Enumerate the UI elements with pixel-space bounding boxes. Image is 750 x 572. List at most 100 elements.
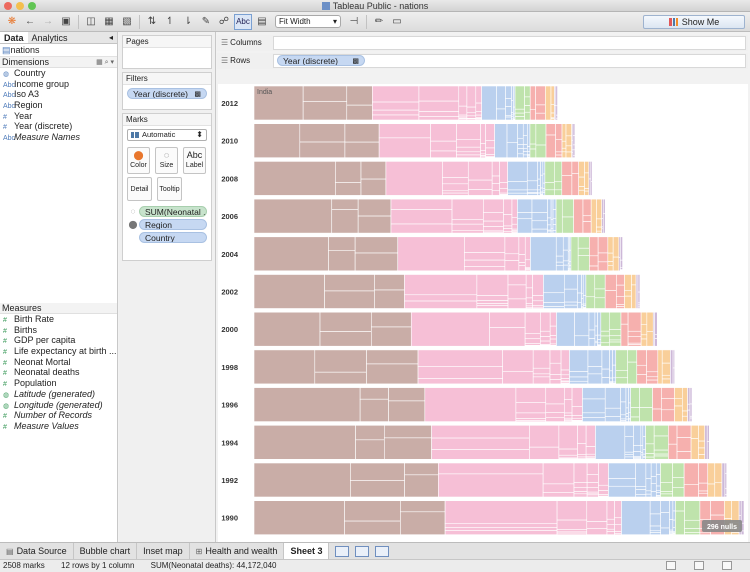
treemap-cell-pink[interactable]: [467, 189, 493, 196]
treemap-cell-blue[interactable]: [660, 512, 670, 529]
treemap-cell-brown[interactable]: [328, 236, 356, 251]
treemap-cell-red[interactable]: [573, 198, 584, 234]
treemap-cell-blue[interactable]: [505, 85, 512, 99]
treemap-cell-blue[interactable]: [609, 377, 613, 382]
treemap-cell-blue[interactable]: [601, 349, 610, 370]
treemap-cell-pink[interactable]: [475, 102, 482, 113]
treemap-cell-pink[interactable]: [573, 493, 588, 498]
treemap-cell-purple[interactable]: [620, 259, 623, 268]
treemap-cell-orange[interactable]: [596, 198, 603, 220]
treemap-cell-red[interactable]: [676, 451, 692, 460]
treemap-cell-blue[interactable]: [588, 311, 596, 331]
field-item[interactable]: # Measure Values: [0, 421, 117, 432]
treemap-cell-blue[interactable]: [552, 209, 557, 219]
treemap-cell-blue[interactable]: [547, 198, 552, 219]
treemap-cell-blue[interactable]: [552, 224, 557, 231]
treemap-cell-red[interactable]: [683, 462, 699, 485]
treemap-cell-blue[interactable]: [645, 462, 652, 479]
treemap-cell-green[interactable]: [514, 112, 525, 117]
treemap-cell-blue[interactable]: [625, 413, 629, 417]
treemap-cell-blue[interactable]: [655, 485, 661, 491]
treemap-cell-purple[interactable]: [654, 311, 658, 336]
datasource-item[interactable]: ▤nations: [0, 44, 117, 57]
treemap-cell-green[interactable]: [577, 247, 590, 256]
treemap-cell-brown[interactable]: [360, 161, 387, 180]
sort-ascending-icon[interactable]: ↿: [165, 16, 175, 27]
treemap-cell-blue[interactable]: [594, 325, 598, 336]
treemap-cell-purple[interactable]: [637, 274, 641, 293]
treemap-cell-brown[interactable]: [384, 437, 432, 460]
treemap-cell-pink[interactable]: [586, 487, 599, 493]
treemap-cell-blue[interactable]: [624, 454, 634, 458]
treemap-cell-pink[interactable]: [372, 109, 420, 116]
treemap-cell-red[interactable]: [571, 173, 580, 196]
treemap-cell-pink[interactable]: [524, 338, 541, 344]
treemap-cell-blue[interactable]: [588, 329, 596, 339]
treemap-cell-pink[interactable]: [442, 161, 469, 178]
treemap-cell-pink[interactable]: [418, 85, 460, 102]
treemap-cell-blue[interactable]: [660, 527, 670, 536]
treemap-cell-blue[interactable]: [577, 274, 582, 294]
treemap-cell-pink[interactable]: [475, 85, 482, 104]
treemap-cell-blue[interactable]: [594, 334, 598, 342]
treemap-cell-pink[interactable]: [545, 412, 565, 418]
treemap-cell-pink[interactable]: [545, 387, 565, 405]
rows-drop-zone[interactable]: [273, 54, 746, 68]
treemap-cell-green[interactable]: [600, 311, 610, 332]
treemap-cell-pink[interactable]: [499, 161, 508, 183]
treemap-cell-blue[interactable]: [608, 462, 636, 479]
treemap-cell-pink[interactable]: [598, 484, 609, 491]
treemap-cell-blue[interactable]: [612, 377, 617, 383]
close-button[interactable]: [4, 2, 12, 10]
treemap-cell-green[interactable]: [514, 85, 525, 110]
treemap-cell-orange[interactable]: [661, 374, 671, 380]
treemap-cell-green[interactable]: [660, 491, 673, 495]
treemap-cell-red[interactable]: [652, 387, 662, 410]
treemap-cell-orange[interactable]: [724, 500, 732, 519]
treemap-cell-pink[interactable]: [606, 528, 615, 532]
treemap-cell-green[interactable]: [577, 236, 590, 249]
treemap-cell-brown[interactable]: [253, 349, 316, 385]
treemap-cell-blue[interactable]: [625, 418, 629, 422]
treemap-cell-pink[interactable]: [525, 274, 533, 289]
treemap-cell-green[interactable]: [660, 462, 673, 483]
label-button[interactable]: Abc Label: [183, 147, 206, 174]
treemap-cell-orange[interactable]: [565, 123, 572, 137]
sheet-tab[interactable]: ▤ Data Source: [0, 542, 74, 560]
treemap-cell-blue[interactable]: [537, 193, 541, 196]
treemap-cell-pink[interactable]: [504, 260, 520, 272]
treemap-cell-purple[interactable]: [637, 304, 641, 308]
treemap-cell-brown[interactable]: [331, 209, 359, 234]
treemap-cell-blue[interactable]: [672, 510, 676, 521]
treemap-cell-blue[interactable]: [527, 151, 531, 155]
forward-icon[interactable]: →: [43, 16, 53, 27]
treemap-cell-blue[interactable]: [620, 414, 627, 420]
treemap-cell-purple[interactable]: [687, 387, 691, 405]
treemap-cell-red[interactable]: [555, 151, 563, 156]
treemap-cell-pink[interactable]: [515, 418, 547, 421]
treemap-cell-brown[interactable]: [374, 274, 405, 291]
treemap-cell-purple[interactable]: [620, 266, 623, 270]
new-datasource-icon[interactable]: ◫: [86, 16, 96, 27]
treemap-cell-blue[interactable]: [594, 342, 598, 347]
treemap-cell-red[interactable]: [535, 104, 546, 114]
treemap-cell-orange[interactable]: [698, 424, 706, 442]
treemap-cell-blue[interactable]: [649, 500, 661, 515]
treemap-cell-blue[interactable]: [494, 123, 508, 159]
treemap-cell-brown[interactable]: [404, 462, 439, 476]
treemap-cell-green[interactable]: [684, 500, 701, 521]
treemap-cell-red[interactable]: [661, 398, 675, 411]
columns-drop-zone[interactable]: [273, 36, 746, 50]
treemap-cell-pink[interactable]: [606, 500, 615, 520]
treemap-cell-green[interactable]: [639, 407, 653, 422]
treemap-cell-pink[interactable]: [372, 85, 420, 103]
treemap-cell-brown[interactable]: [360, 178, 387, 196]
mark-pill[interactable]: SUM(Neonatal ..: [139, 206, 207, 217]
treemap-cell-blue[interactable]: [649, 532, 661, 536]
treemap-cell-orange[interactable]: [631, 284, 637, 309]
treemap-cell-green[interactable]: [672, 462, 685, 478]
treemap-cell-blue[interactable]: [547, 224, 552, 231]
treemap-cell-green[interactable]: [585, 296, 596, 309]
treemap-cell-green[interactable]: [594, 288, 606, 299]
treemap-cell-green[interactable]: [653, 455, 669, 460]
